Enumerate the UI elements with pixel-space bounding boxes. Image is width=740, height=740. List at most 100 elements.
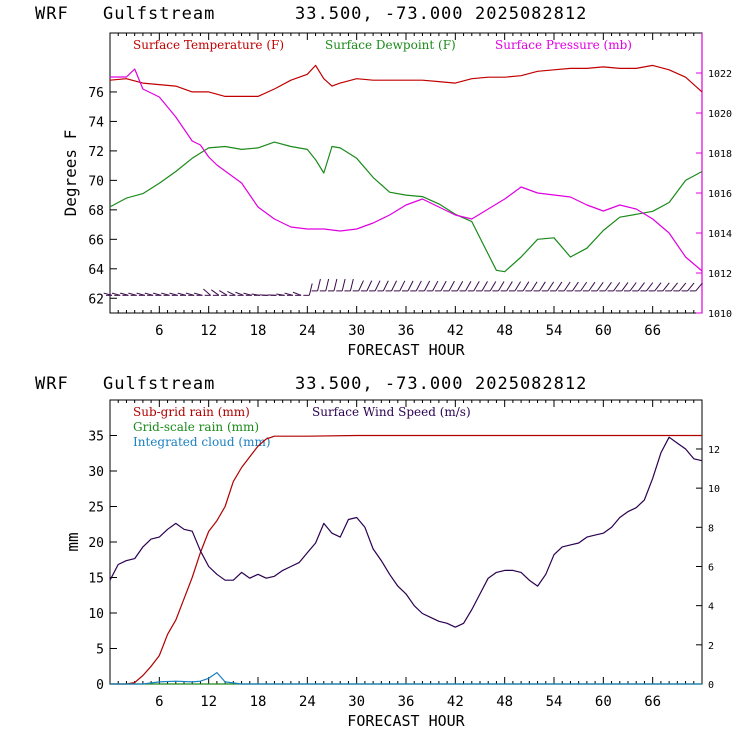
x-tick-label: 60 (595, 694, 612, 710)
y-tick-label: 35 (88, 430, 104, 445)
wind-barb (498, 281, 505, 292)
legend-entry: Integrated cloud (mm) (133, 435, 271, 449)
series-line (110, 434, 702, 685)
wind-barb (424, 280, 431, 292)
x-tick-label: 42 (447, 694, 464, 710)
y2-tick-label: 1016 (708, 189, 732, 200)
model-label: WRF (35, 374, 69, 394)
x-tick-label: 6 (155, 694, 163, 710)
legend-entry: Surface Wind Speed (m/s) (312, 405, 471, 419)
x-tick-label: 48 (496, 694, 513, 710)
wind-barb (448, 280, 455, 292)
y-tick-label: 15 (88, 572, 104, 587)
top-chart-header: WRF Gulfstream 33.500, -73.000 202508281… (0, 4, 586, 104)
wind-barb (613, 282, 621, 292)
wind-barb (678, 282, 687, 292)
x-tick-label: 36 (398, 323, 415, 339)
site-label: Gulfstream (103, 374, 216, 394)
wind-barb (235, 291, 244, 296)
coords-label: 33.500, -73.000 (295, 4, 464, 24)
y-axis-label: Degrees F (61, 130, 80, 217)
x-axis-label: FORECAST HOUR (347, 341, 465, 359)
y-tick-label: 70 (88, 174, 104, 189)
x-tick-label: 54 (546, 323, 563, 339)
wind-barb (325, 278, 330, 292)
y-tick-label: 10 (88, 607, 104, 622)
x-tick-label: 6 (155, 323, 163, 339)
x-tick-label: 30 (348, 323, 365, 339)
wind-barb (211, 289, 220, 296)
wind-barb (522, 281, 530, 292)
y-axis-label: mm (63, 532, 82, 551)
wind-barb (588, 281, 596, 292)
series-line (109, 436, 703, 628)
y-tick-label: 72 (88, 145, 104, 160)
x-tick-label: 24 (299, 323, 316, 339)
y2-tick-label: 6 (708, 562, 714, 573)
y-tick-label: 62 (88, 292, 104, 307)
x-tick-label: 24 (299, 694, 316, 710)
coords-label: 33.500, -73.000 (295, 374, 464, 394)
y2-tick-label: 1022 (708, 69, 732, 80)
wind-barb (227, 290, 236, 296)
wind-barb (547, 281, 555, 292)
wind-barb (382, 280, 389, 292)
x-axis-label: FORECAST HOUR (347, 712, 465, 730)
x-tick-label: 60 (595, 323, 612, 339)
y-tick-label: 66 (88, 233, 104, 248)
y2-tick-label: 2 (708, 641, 714, 652)
y-tick-label: 20 (88, 536, 104, 551)
series-line (110, 68, 703, 272)
wind-barb (399, 280, 406, 292)
wind-barb (341, 278, 346, 292)
y-tick-label: 76 (88, 86, 104, 101)
model-label: WRF (35, 4, 69, 24)
legend-entry: Grid-scale rain (mm) (133, 420, 259, 434)
y2-tick-label: 1020 (708, 109, 732, 120)
wind-barb (366, 280, 373, 292)
y-tick-label: 30 (88, 465, 104, 480)
wind-barb (506, 281, 513, 292)
x-tick-label: 36 (398, 694, 415, 710)
wind-barb (539, 281, 546, 292)
y2-tick-label: 1012 (708, 269, 732, 280)
x-tick-label: 48 (496, 323, 513, 339)
wind-barb (292, 291, 302, 296)
wind-barb (604, 282, 612, 292)
wind-barb (621, 282, 629, 292)
y-tick-label: 25 (88, 501, 104, 516)
wind-barb (407, 280, 414, 292)
legend-entry: Surface Dewpoint (F) (325, 38, 456, 52)
wind-barb (391, 280, 398, 292)
wind-barb (308, 283, 313, 296)
x-tick-label: 12 (200, 694, 217, 710)
init-time-label: 2025082812 (475, 374, 588, 394)
legend-entry: Surface Temperature (F) (133, 38, 284, 52)
wind-barb (555, 281, 563, 292)
y-tick-label: 5 (96, 643, 104, 658)
y2-tick-label: 1018 (708, 149, 732, 160)
y-tick-label: 0 (96, 678, 104, 693)
wind-barb (481, 281, 488, 292)
wind-barb (572, 281, 579, 292)
y2-tick-label: 4 (708, 602, 714, 613)
legend-entry: Sub-grid rain (mm) (133, 405, 250, 419)
wind-barb (489, 281, 497, 292)
wind-barb (637, 282, 645, 292)
series-line (109, 64, 703, 98)
x-tick-label: 66 (644, 694, 661, 710)
wind-barb (473, 281, 480, 292)
wind-barb (596, 281, 604, 292)
wind-barb (203, 288, 211, 296)
wind-barb (415, 280, 422, 292)
y2-tick-label: 1014 (708, 229, 732, 240)
wind-barb (662, 282, 670, 292)
x-tick-label: 42 (447, 323, 464, 339)
y-tick-label: 68 (88, 204, 104, 219)
x-tick-label: 18 (250, 323, 267, 339)
y2-tick-label: 8 (708, 523, 714, 534)
wind-barb (563, 281, 571, 292)
wind-barb (349, 278, 354, 292)
wind-barb (695, 282, 703, 292)
init-time-label: 2025082812 (475, 4, 588, 24)
